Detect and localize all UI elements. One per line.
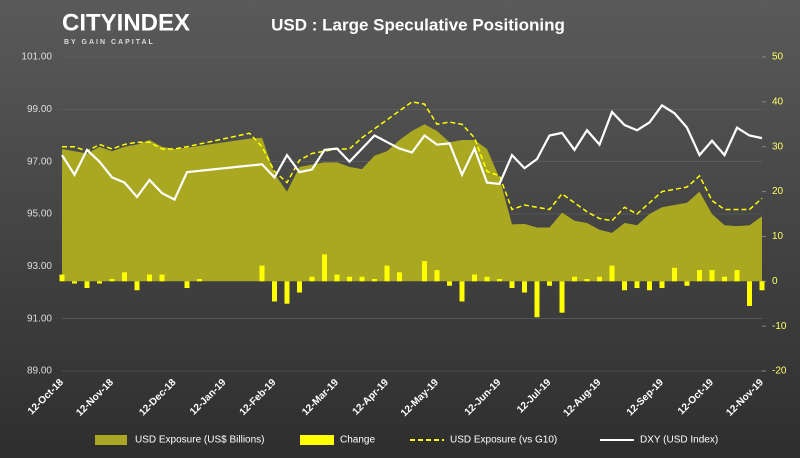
bar xyxy=(309,276,315,282)
bar xyxy=(584,279,590,282)
bar xyxy=(284,281,290,304)
bar xyxy=(159,274,165,282)
bar xyxy=(297,281,302,293)
y-tick-label: 91.00 xyxy=(27,313,52,324)
bar xyxy=(572,276,577,282)
y-tick-label: 99.00 xyxy=(27,104,52,115)
bar xyxy=(559,281,565,313)
bar xyxy=(684,281,690,286)
bar xyxy=(334,274,340,282)
bar xyxy=(59,274,65,282)
bar xyxy=(84,281,90,289)
y2-tick-label: 20 xyxy=(772,186,784,197)
bar xyxy=(697,270,702,282)
line xyxy=(61,103,763,202)
bar xyxy=(659,281,665,289)
bar xyxy=(672,267,677,282)
bar xyxy=(184,281,190,289)
bar xyxy=(322,254,327,282)
legend-label: USD Exposure (vs G10) xyxy=(450,435,557,446)
bar xyxy=(597,276,602,282)
bar xyxy=(197,279,202,282)
y2-tick-label: 0 xyxy=(772,276,778,287)
y-tick-label: 89.00 xyxy=(27,366,52,377)
bar xyxy=(747,281,752,306)
y-tick-label: 95.00 xyxy=(27,209,52,220)
bar xyxy=(147,274,152,282)
bar xyxy=(422,261,427,282)
bar xyxy=(347,276,352,282)
y-tick-label: 101.00 xyxy=(21,52,52,63)
bar xyxy=(397,272,402,282)
legend-swatch xyxy=(300,435,334,445)
bar xyxy=(372,279,377,282)
bar xyxy=(609,265,615,282)
y2-tick-label: 50 xyxy=(772,52,784,63)
y2-tick-label: 10 xyxy=(772,231,784,242)
bar xyxy=(109,279,115,282)
bar xyxy=(522,281,527,293)
bar xyxy=(484,276,490,282)
bar xyxy=(134,281,140,291)
bar xyxy=(259,265,265,282)
area xyxy=(62,124,762,282)
bar xyxy=(447,281,452,286)
bar xyxy=(384,265,390,282)
bar xyxy=(459,281,465,302)
bar xyxy=(534,281,540,318)
bar xyxy=(722,276,727,282)
y2-tick-label: 30 xyxy=(772,141,784,152)
bar xyxy=(272,281,277,302)
logo-tagline: BY GAIN CAPITAL xyxy=(64,39,155,46)
y2-tick-label: -10 xyxy=(772,321,787,332)
y2-tick-label: -20 xyxy=(772,366,787,377)
legend-swatch xyxy=(95,435,127,445)
legend-label: DXY (USD Index) xyxy=(640,435,718,446)
line xyxy=(62,101,763,222)
bar xyxy=(759,281,765,291)
logo-name: CITYINDEX xyxy=(62,9,190,36)
bar xyxy=(97,281,102,284)
y-tick-label: 97.00 xyxy=(27,156,52,167)
bar xyxy=(647,281,652,291)
y-tick-label: 93.00 xyxy=(27,261,52,272)
bar xyxy=(709,270,715,282)
bar xyxy=(434,270,440,282)
bar xyxy=(122,272,127,282)
bar xyxy=(472,274,477,282)
legend-label: Change xyxy=(340,435,375,446)
bar xyxy=(734,270,740,282)
bar xyxy=(509,281,515,289)
bar xyxy=(72,281,77,284)
legend-label: USD Exposure (US$ Billions) xyxy=(135,435,265,446)
bar xyxy=(634,281,640,289)
bar xyxy=(497,279,502,282)
bar xyxy=(622,281,627,291)
bar xyxy=(547,281,552,286)
bar xyxy=(359,276,365,282)
chart-title: USD : Large Speculative Positioning xyxy=(271,15,565,34)
y2-tick-label: 40 xyxy=(772,96,784,107)
